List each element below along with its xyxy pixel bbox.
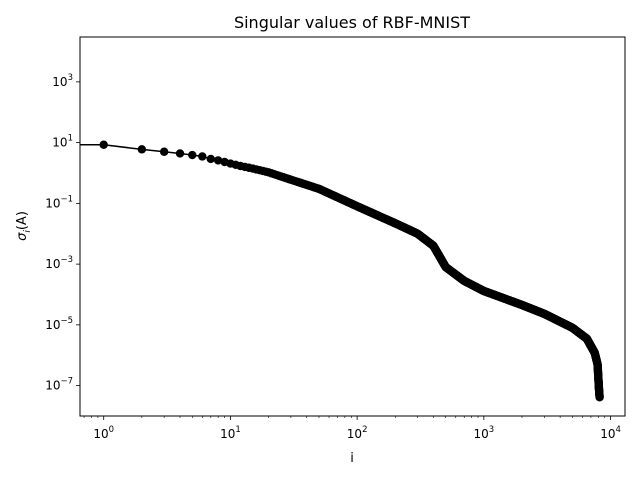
- y-tick-label: 10−3: [45, 255, 73, 271]
- data-point: [213, 156, 223, 165]
- y-axis-label-tail: (A): [15, 211, 30, 230]
- x-axis-label: i: [350, 451, 354, 466]
- data-point: [595, 393, 604, 402]
- y-tick-label: 101: [52, 134, 73, 150]
- data-point: [175, 149, 185, 158]
- y-axis-label-subscript: i: [23, 230, 33, 233]
- data-point: [99, 140, 108, 149]
- data-markers: [99, 140, 604, 402]
- y-tick-label: 10−5: [45, 316, 73, 332]
- axes-frame: [79, 36, 626, 417]
- data-point: [137, 145, 147, 154]
- data-point: [198, 152, 207, 161]
- x-tick-label: 104: [600, 425, 621, 441]
- chart-title: Singular values of RBF-MNIST: [234, 13, 470, 32]
- x-tick-label: 103: [473, 425, 494, 441]
- x-tick-label: 101: [220, 425, 241, 441]
- y-axis-label-sigma: σ: [15, 232, 30, 241]
- axis-ticks: 100 101 102 103 104 10−7 10−5 10−3 10−1 101 103: [45, 73, 621, 441]
- data-point: [188, 150, 197, 160]
- y-axis-label: σi(A): [15, 211, 33, 241]
- data-point: [206, 154, 215, 164]
- x-tick-label: 102: [347, 425, 368, 441]
- data-point: [159, 147, 169, 156]
- y-tick-label: 10−1: [45, 194, 73, 210]
- y-tick-label: 10−7: [45, 377, 73, 393]
- y-tick-label: 103: [52, 73, 73, 89]
- x-tick-label: 100: [93, 425, 114, 441]
